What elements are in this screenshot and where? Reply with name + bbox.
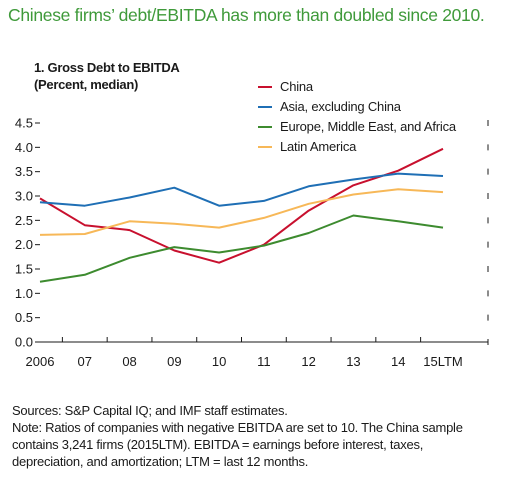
x-tick-label: 15LTM xyxy=(423,354,463,369)
x-tick-label: 07 xyxy=(78,354,92,369)
note-line-2: contains 3,241 firms (2015LTM). EBITDA =… xyxy=(12,437,424,452)
x-tick-label: 08 xyxy=(122,354,136,369)
y-tick-label: 1.0 xyxy=(15,286,33,301)
legend-item-emea: Europe, Middle East, and Africa xyxy=(258,117,456,137)
legend: China Asia, excluding China Europe, Midd… xyxy=(258,77,456,157)
x-tick-label: 13 xyxy=(346,354,360,369)
y-tick-label: 3.0 xyxy=(15,189,33,204)
legend-item-china: China xyxy=(258,77,456,97)
y-tick-label: 0.0 xyxy=(15,335,33,350)
series-line-latin-america xyxy=(39,188,444,236)
legend-swatch-china xyxy=(258,86,272,88)
series-line-europe-middle-east-and-africa xyxy=(39,214,444,283)
legend-swatch-latin-america xyxy=(258,146,272,148)
line-chart: 0.0 0.5 1.0 1.5 2.0 2.5 3.0 3.5 4.0 4.5 2006 07 08 09… xyxy=(15,116,489,369)
legend-label-china: China xyxy=(280,79,313,94)
legend-label-emea: Europe, Middle East, and Africa xyxy=(280,119,456,134)
x-tick-label: 12 xyxy=(301,354,315,369)
x-tick-label: 2006 xyxy=(26,354,55,369)
y-tick-label: 0.5 xyxy=(15,310,33,325)
series-line-asia-excluding-china xyxy=(39,172,444,207)
legend-label-asia: Asia, excluding China xyxy=(280,99,401,114)
legend-swatch-asia xyxy=(258,106,272,108)
x-tick-label: 14 xyxy=(391,354,405,369)
note-line-3: depreciation, and amortization; LTM = la… xyxy=(12,454,309,469)
headline: Chinese firms’ debt/EBITDA has more than… xyxy=(8,5,485,25)
series-line-china xyxy=(39,147,444,264)
legend-item-asia: Asia, excluding China xyxy=(258,97,456,117)
footer-notes: Sources: S&P Capital IQ; and IMF staff e… xyxy=(12,402,502,470)
legend-swatch-emea xyxy=(258,126,272,128)
y-tick-label: 3.5 xyxy=(15,164,33,179)
note-line-1: Note: Ratios of companies with negative … xyxy=(12,420,463,435)
legend-item-latin-america: Latin America xyxy=(258,137,456,157)
x-tick-label: 09 xyxy=(167,354,181,369)
chart-title-line-1: 1. Gross Debt to EBITDA xyxy=(34,60,180,75)
legend-label-latin-america: Latin America xyxy=(280,139,357,154)
sources-note: Sources: S&P Capital IQ; and IMF staff e… xyxy=(12,403,288,418)
chart-subtitle: (Percent, median) xyxy=(34,77,138,92)
y-tick-label: 2.0 xyxy=(15,237,33,252)
y-tick-label: 1.5 xyxy=(15,262,33,277)
y-tick-label: 2.5 xyxy=(15,213,33,228)
chart-title: 1. Gross Debt to EBITDA (Percent, median… xyxy=(34,59,180,93)
x-tick-label: 10 xyxy=(212,354,226,369)
x-tick-label: 11 xyxy=(257,354,271,369)
y-tick-label: 4.5 xyxy=(15,116,33,131)
y-tick-label: 4.0 xyxy=(15,140,33,155)
